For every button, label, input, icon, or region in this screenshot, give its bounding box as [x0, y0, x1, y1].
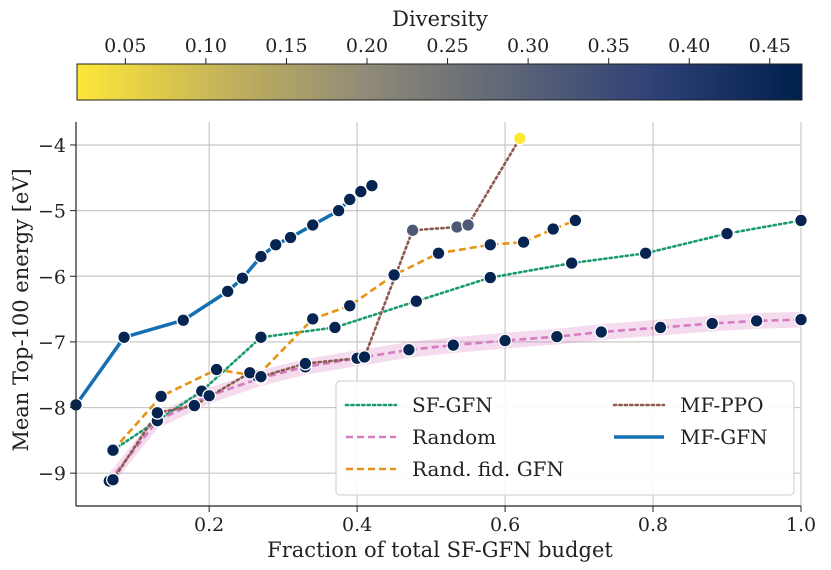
x-tick-label: 0.8	[638, 514, 668, 536]
data-point-mf-ppo	[512, 131, 527, 146]
data-point-sf-gfn	[564, 256, 579, 271]
data-point-random	[749, 313, 764, 328]
data-point-mf-gfn	[331, 203, 346, 218]
data-point-rand-fid-gfn	[209, 362, 224, 377]
x-axis-label: Fraction of total SF-GFN budget	[267, 538, 613, 562]
data-point-random	[498, 333, 513, 348]
data-point-mf-gfn	[220, 284, 235, 299]
data-point-rand-fid-gfn	[516, 235, 531, 250]
data-point-mf-ppo	[150, 405, 165, 420]
legend-label-sf-gfn: SF-GFN	[412, 393, 493, 417]
y-axis-label: Mean Top-100 energy [eV]	[9, 168, 33, 451]
legend-label-random: Random	[412, 425, 496, 449]
data-point-mf-gfn	[235, 271, 250, 286]
data-point-sf-gfn	[253, 330, 268, 345]
colorbar-tick-label: 0.35	[588, 35, 630, 57]
y-tick-label: −9	[38, 463, 66, 485]
legend-box	[335, 380, 795, 496]
colorbar-tick-labels: 0.05 0.10 0.15 0.20 0.25 0.30 0.35 0.40 0.45	[104, 35, 791, 57]
x-ticks: 0.2 0.4 0.6 0.8 1.0	[194, 506, 816, 536]
data-point-mf-ppo	[106, 472, 120, 487]
data-point-sf-gfn	[327, 320, 342, 335]
data-point-random	[549, 329, 564, 344]
y-tick-label: −4	[38, 135, 66, 157]
data-point-random	[594, 325, 609, 340]
data-point-rand-fid-gfn	[305, 311, 320, 326]
data-point-random	[202, 388, 217, 403]
colorbar-ticks	[124, 58, 771, 64]
colorbar-tick-label: 0.10	[185, 35, 227, 57]
legend-label-mf-ppo: MF-PPO	[680, 393, 764, 417]
data-point-mf-ppo	[405, 223, 420, 238]
data-point-mf-gfn	[353, 184, 368, 199]
data-point-mf-ppo	[187, 398, 202, 413]
series-line-random	[108, 318, 801, 482]
colorbar-label: Diversity	[392, 7, 488, 31]
legend: SF-GFN Random Rand. fid. GFN MF-PPO MF-GFN	[335, 380, 795, 496]
colorbar	[76, 63, 803, 101]
data-point-rand-fid-gfn	[387, 267, 402, 282]
data-point-sf-gfn	[794, 213, 808, 228]
x-tick-label: 0.4	[342, 514, 372, 536]
colorbar-tick-label: 0.40	[668, 35, 710, 57]
data-point-sf-gfn	[409, 294, 424, 309]
data-point-rand-fid-gfn	[568, 213, 583, 228]
data-point-mf-gfn	[283, 230, 298, 245]
data-point-mf-ppo	[253, 369, 268, 384]
y-tick-label: −8	[38, 398, 66, 420]
data-point-random	[446, 338, 461, 353]
data-point-random	[794, 312, 808, 327]
y-tick-label: −6	[38, 266, 66, 288]
data-point-sf-gfn	[638, 246, 653, 261]
colorbar-tick-label: 0.45	[749, 35, 791, 57]
data-point-rand-fid-gfn	[546, 222, 561, 236]
data-point-mf-gfn	[176, 313, 191, 328]
data-point-rand-fid-gfn	[106, 443, 120, 458]
data-point-mf-ppo	[450, 220, 464, 234]
legend-label-mf-gfn: MF-GFN	[680, 425, 768, 449]
data-point-random	[401, 342, 416, 357]
data-point-sf-gfn	[720, 226, 734, 241]
y-ticks: −9 −8 −7 −6 −5 −4	[38, 135, 76, 485]
data-point-mf-ppo	[298, 356, 313, 371]
data-point-mf-ppo	[357, 350, 372, 364]
data-point-mf-gfn	[268, 237, 283, 252]
data-point-rand-fid-gfn	[431, 246, 446, 261]
data-point-mf-gfn	[342, 192, 357, 207]
colorbar-tick-label: 0.20	[346, 35, 388, 57]
data-point-sf-gfn	[483, 270, 498, 285]
y-tick-label: −7	[38, 332, 66, 354]
x-tick-label: 0.2	[194, 514, 224, 536]
legend-label-rand-fid-gfn: Rand. fid. GFN	[412, 457, 564, 481]
x-tick-label: 1.0	[786, 514, 816, 536]
colorbar-tick-label: 0.15	[265, 35, 307, 57]
data-point-rand-fid-gfn	[342, 298, 357, 313]
data-point-random	[653, 320, 668, 335]
colorbar-tick-label: 0.25	[426, 35, 468, 57]
series-markers	[69, 131, 808, 489]
data-point-mf-ppo	[461, 218, 476, 233]
data-point-mf-gfn	[364, 178, 379, 193]
y-tick-label: −5	[38, 201, 66, 223]
data-point-mf-gfn	[305, 218, 320, 233]
x-tick-label: 0.6	[490, 514, 520, 536]
data-point-rand-fid-gfn	[483, 237, 498, 252]
data-point-rand-fid-gfn	[154, 389, 169, 404]
data-point-mf-gfn	[253, 249, 268, 264]
data-point-random	[705, 316, 720, 331]
colorbar-tick-label: 0.30	[507, 35, 549, 57]
colorbar-tick-label: 0.05	[104, 35, 146, 57]
data-point-mf-gfn	[117, 330, 132, 345]
